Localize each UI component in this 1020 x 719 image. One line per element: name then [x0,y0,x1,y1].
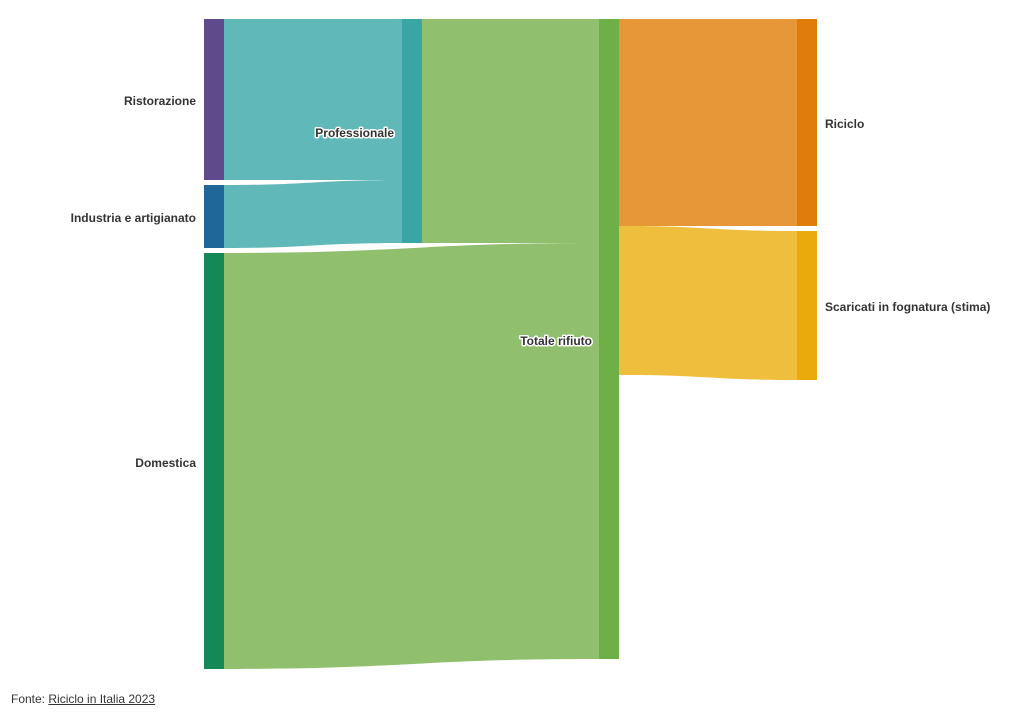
flow-industria-to-professionale[interactable] [224,180,402,248]
label-totale-rifiuto: Totale rifiuto [520,334,592,348]
node-ristorazione[interactable] [204,19,224,180]
node-scaricati-in-fognatura[interactable] [797,231,817,380]
label-professionale: Professionale [315,126,394,140]
flow-ristorazione-to-professionale[interactable] [224,19,402,180]
label-ristorazione: Ristorazione [124,94,196,108]
source-footer: Fonte: Riciclo in Italia 2023 [11,692,155,706]
node-domestica[interactable] [204,253,224,669]
sankey-links [224,19,797,669]
label-riciclo: Riciclo [825,117,864,131]
label-scaricati-in-fognatura: Scaricati in fognatura (stima) [825,300,990,314]
node-professionale[interactable] [402,19,422,243]
node-industria-e-artigianato[interactable] [204,185,224,248]
flow-professionale-to-totale[interactable] [422,19,599,243]
label-industria-e-artigianato: Industria e artigianato [71,211,196,225]
node-riciclo[interactable] [797,19,817,226]
sankey-diagram: Ristorazione Industria e artigianato Dom… [0,0,1020,685]
source-prefix: Fonte: [11,692,48,706]
flow-totale-to-scaricati[interactable] [619,226,797,380]
flow-domestica-to-totale[interactable] [224,243,599,669]
flow-totale-to-riciclo[interactable] [619,19,797,226]
source-link[interactable]: Riciclo in Italia 2023 [48,692,155,706]
label-domestica: Domestica [135,456,196,470]
node-totale-rifiuto[interactable] [599,19,619,659]
